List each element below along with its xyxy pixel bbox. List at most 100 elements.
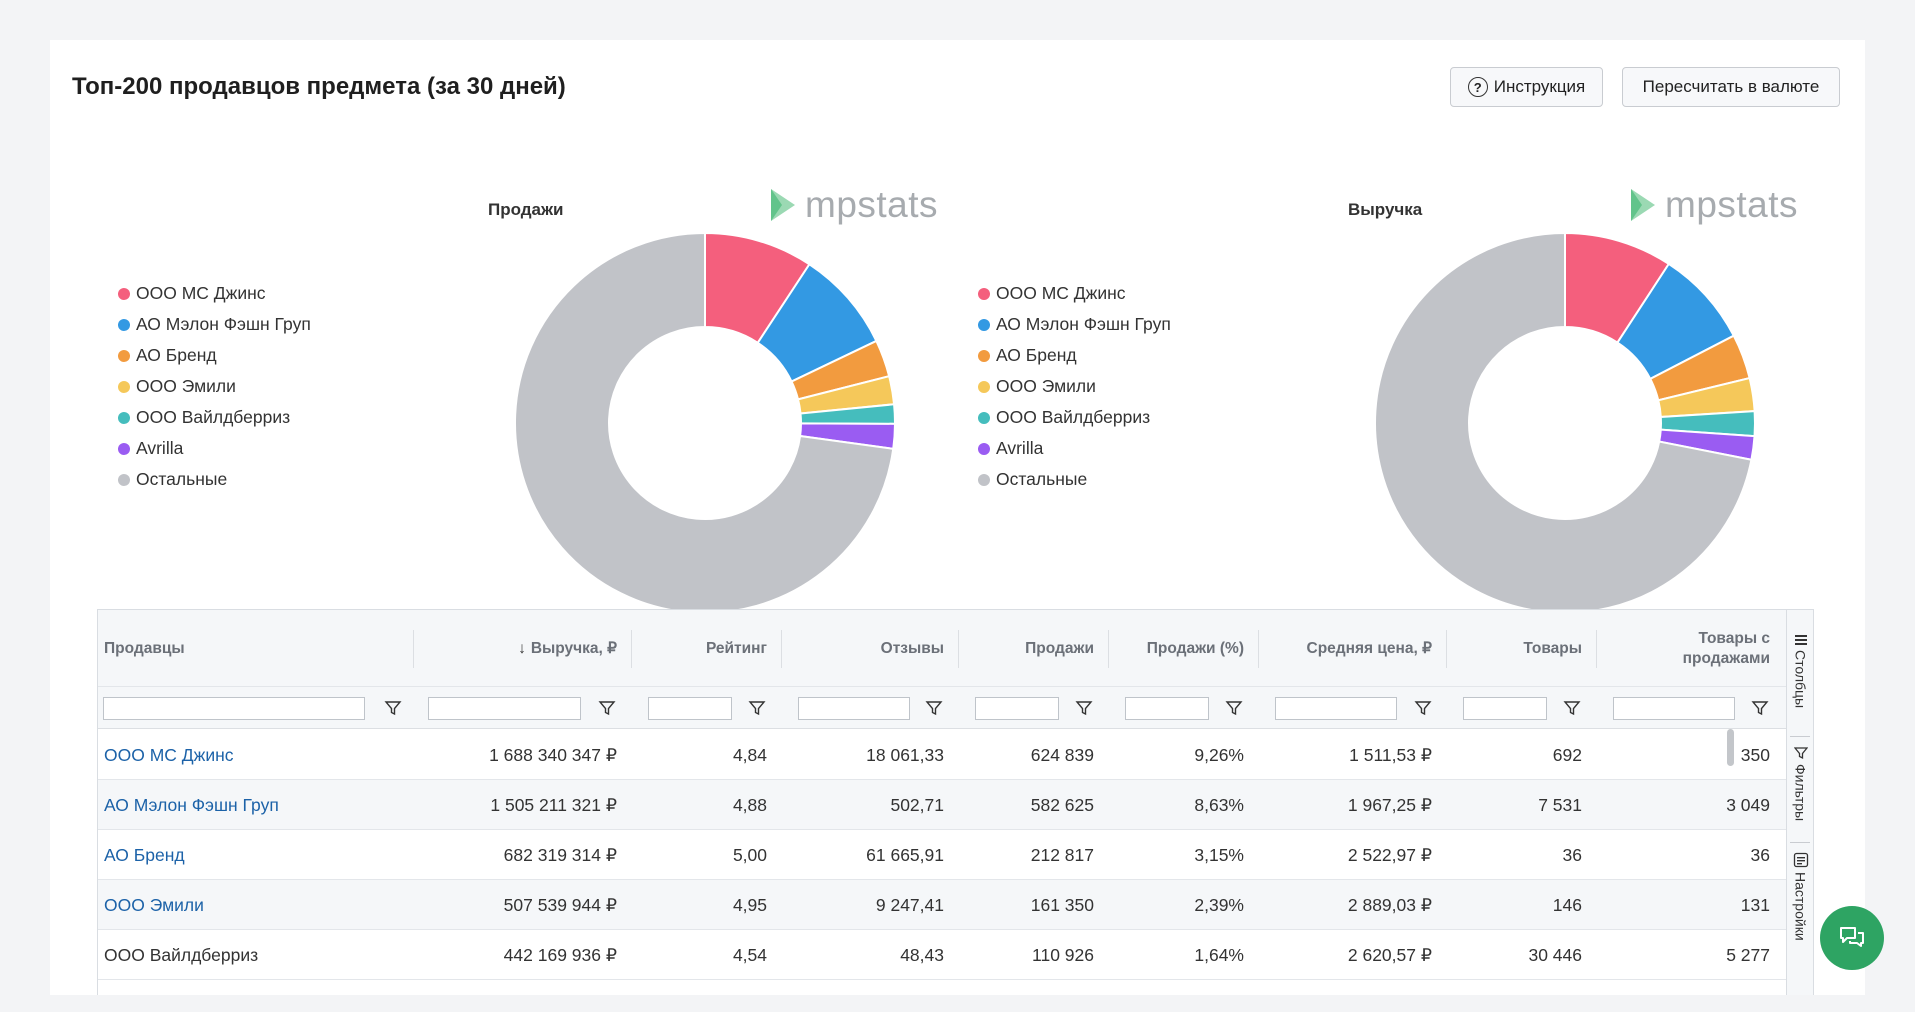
column-header-label: Товары с продажами <box>1682 629 1770 667</box>
legend-item[interactable]: ООО Эмили <box>978 371 1171 402</box>
column-filter-input[interactable] <box>428 697 581 720</box>
legend-label: Остальные <box>136 469 228 489</box>
revenue-cell: 507 539 944 ₽ <box>503 894 617 915</box>
help-button[interactable]: ? Инструкция <box>1450 67 1603 107</box>
side-tab-label: Фильтры <box>1792 764 1809 822</box>
mpstats-logo-icon <box>1631 189 1655 221</box>
table-row[interactable]: ООО Эмили 507 539 944 ₽ 4,95 9 247,41 161 35… <box>98 880 1786 930</box>
column-filter-input[interactable] <box>1613 697 1735 720</box>
side-tab-columns[interactable]: Столбцы <box>1787 634 1814 708</box>
legend-dot-icon <box>118 411 130 424</box>
legend-dot-icon <box>978 318 990 331</box>
sales-cell: 582 625 <box>1030 794 1094 815</box>
filter-icon[interactable] <box>1414 699 1432 717</box>
filter-icon[interactable] <box>748 699 766 717</box>
seller-link[interactable]: ООО МС Джинс <box>104 744 234 765</box>
filter-icon[interactable] <box>1751 699 1769 717</box>
products-with-sales-cell: 350 <box>1740 744 1770 765</box>
column-separator[interactable] <box>958 630 959 668</box>
filter-icon[interactable] <box>1225 699 1243 717</box>
column-header-products-with-sales[interactable]: Товары с продажами <box>1596 610 1784 687</box>
legend-dot-icon <box>978 442 990 455</box>
column-filter-input[interactable] <box>975 697 1059 720</box>
legend-item[interactable]: Остальные <box>118 464 311 495</box>
sales-chart-title: Продажи <box>488 200 564 219</box>
side-tab-settings[interactable]: Настройки <box>1787 852 1814 941</box>
column-header-label: Товары <box>1523 639 1582 657</box>
sales-donut-chart <box>514 231 897 614</box>
table-row[interactable]: ООО Вайлдберриз 442 169 936 ₽ 4,54 48,43 110… <box>98 930 1786 980</box>
column-header-label: Продажи (%) <box>1146 639 1244 657</box>
recalculate-currency-button[interactable]: Пересчитать в валюте <box>1622 67 1840 107</box>
legend-item[interactable]: ООО Эмили <box>118 371 311 402</box>
legend-item[interactable]: ООО Вайлдберриз <box>118 402 311 433</box>
side-tab-label: Настройки <box>1792 872 1809 941</box>
legend-item[interactable]: Остальные <box>978 464 1171 495</box>
legend-label: ООО Эмили <box>136 376 236 396</box>
legend-label: ООО МС Джинс <box>996 283 1126 303</box>
legend-item[interactable]: Avrilla <box>118 433 311 464</box>
seller-link[interactable]: АО Бренд <box>104 844 185 865</box>
column-separator[interactable] <box>631 630 632 668</box>
legend-item[interactable]: ООО Вайлдберриз <box>978 402 1171 433</box>
column-filter-input[interactable] <box>1275 697 1397 720</box>
reviews-cell: 9 247,41 <box>875 894 944 915</box>
column-header-label: Рейтинг <box>705 639 767 657</box>
seller-link[interactable]: АО Мэлон Фэшн Груп <box>104 794 279 815</box>
column-separator[interactable] <box>1108 630 1109 668</box>
seller-name-cell: ООО Вайлдберриз <box>104 944 259 965</box>
column-filter-input[interactable] <box>798 697 910 720</box>
column-filter-input[interactable] <box>103 697 365 720</box>
table-row[interactable]: ООО МС Джинс 1 688 340 347 ₽ 4,84 18 061,33… <box>98 730 1786 780</box>
revenue-donut-chart <box>1374 231 1756 614</box>
legend-item[interactable]: ООО МС Джинс <box>118 278 311 309</box>
revenue-cell: 1 505 211 321 ₽ <box>490 794 617 815</box>
column-header-average-price[interactable]: Средняя цена, ₽ <box>1258 610 1446 687</box>
column-header-rating[interactable]: Рейтинг <box>631 610 781 687</box>
legend-item[interactable]: АО Бренд <box>118 340 311 371</box>
chat-button[interactable] <box>1820 906 1884 970</box>
filter-icon[interactable] <box>925 699 943 717</box>
column-separator[interactable] <box>1596 630 1597 668</box>
column-separator[interactable] <box>1258 630 1259 668</box>
column-header-products[interactable]: Товары <box>1446 610 1596 687</box>
legend-item[interactable]: АО Мэлон Фэшн Груп <box>978 309 1171 340</box>
legend-item[interactable]: АО Бренд <box>978 340 1171 371</box>
column-separator[interactable] <box>1446 630 1447 668</box>
legend-label: АО Бренд <box>996 345 1077 365</box>
side-tab-filters[interactable]: Фильтры <box>1787 746 1814 821</box>
legend-label: Остальные <box>996 469 1088 489</box>
filter-icon[interactable] <box>1563 699 1581 717</box>
table-row[interactable]: АО Бренд 682 319 314 ₽ 5,00 61 665,91 212 81… <box>98 830 1786 880</box>
average-price-cell: 2 620,57 ₽ <box>1347 944 1432 965</box>
column-filter-input[interactable] <box>1125 697 1209 720</box>
table-scrollbar-thumb[interactable] <box>1727 729 1734 766</box>
column-filter-input[interactable] <box>1463 697 1547 720</box>
filter-icon[interactable] <box>1075 699 1093 717</box>
column-header-reviews[interactable]: Отзывы <box>781 610 958 687</box>
filter-icon[interactable] <box>598 699 616 717</box>
revenue-cell: 682 319 314 ₽ <box>503 844 617 865</box>
legend-item[interactable]: Avrilla <box>978 433 1171 464</box>
column-separator[interactable] <box>413 630 414 668</box>
legend-dot-icon <box>118 318 130 331</box>
table-row[interactable]: АО Мэлон Фэшн Груп 1 505 211 321 ₽ 4,88 502… <box>98 780 1786 830</box>
filter-icon[interactable] <box>384 699 402 717</box>
sales-cell: 624 839 <box>1030 744 1094 765</box>
revenue-chart-title: Выручка <box>1348 200 1423 219</box>
products-cell: 7 531 <box>1538 794 1582 815</box>
seller-link[interactable]: ООО Эмили <box>104 894 204 915</box>
column-header-sales-percent[interactable]: Продажи (%) <box>1108 610 1258 687</box>
column-separator[interactable] <box>781 630 782 668</box>
legend-label: АО Мэлон Фэшн Груп <box>996 314 1171 334</box>
legend-dot-icon <box>978 380 990 393</box>
mpstats-watermark-text: mpstats <box>805 184 939 225</box>
column-header-revenue[interactable]: ↓ Выручка, ₽ <box>413 610 631 687</box>
legend-item[interactable]: АО Мэлон Фэшн Груп <box>118 309 311 340</box>
column-header-sales[interactable]: Продажи <box>958 610 1108 687</box>
legend-item[interactable]: ООО МС Джинс <box>978 278 1171 309</box>
column-filter-input[interactable] <box>648 697 732 720</box>
filter-row <box>98 687 1786 729</box>
column-header-sellers[interactable]: Продавцы <box>98 610 413 687</box>
legend-dot-icon <box>978 287 990 300</box>
